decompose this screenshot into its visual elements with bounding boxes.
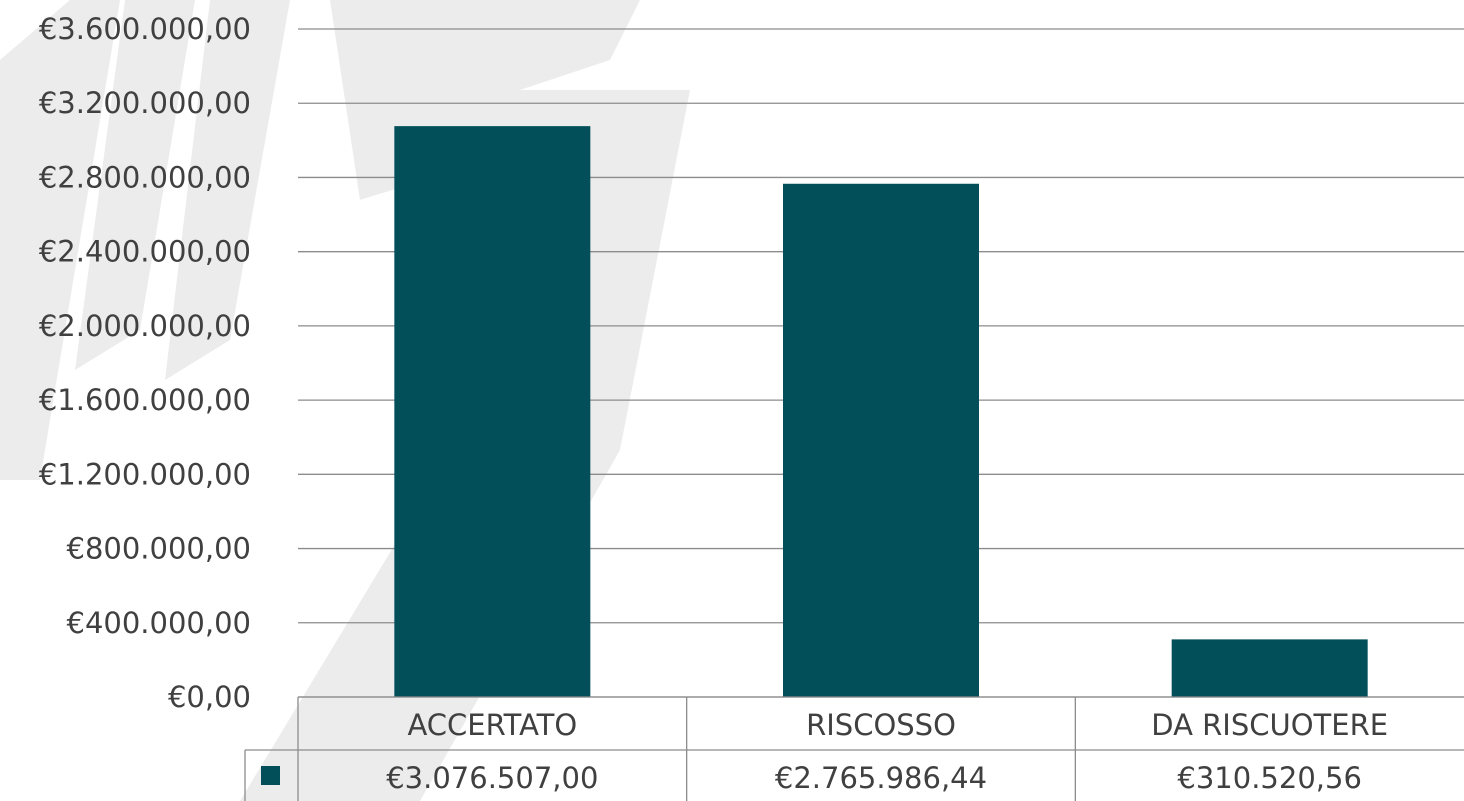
y-tick-label: €2.000.000,00 (39, 309, 251, 343)
y-tick-label: €0,00 (168, 680, 251, 714)
data-label: €3.076.507,00 (386, 761, 598, 795)
category-label: ACCERTATO (407, 708, 577, 742)
legend-key-square (261, 766, 280, 785)
y-tick-label: €800.000,00 (67, 532, 252, 566)
data-table: ACCERTATO €3.076.507,00 RISCOSSO €2.765.986… (244, 696, 1464, 801)
data-label: €2.765.986,44 (775, 761, 987, 795)
y-tick-label: €400.000,00 (67, 606, 252, 640)
category-label: DA RISCUOTERE (1151, 708, 1388, 742)
y-tick-label: €3.200.000,00 (39, 86, 251, 120)
bar (394, 126, 591, 698)
watermark-shape (0, 0, 120, 480)
y-tick-label: €3.600.000,00 (39, 12, 251, 46)
category-label: RISCOSSO (806, 708, 956, 742)
bar (1171, 639, 1368, 697)
y-tick-label: €1.200.000,00 (39, 457, 251, 491)
y-tick-label: €2.800.000,00 (39, 160, 251, 194)
watermark-shape (165, 0, 290, 380)
bars (394, 126, 1368, 698)
y-tick-label: €2.400.000,00 (39, 235, 251, 269)
y-tick-label: €1.600.000,00 (39, 383, 251, 417)
watermark-shape (75, 0, 195, 370)
bar (783, 183, 979, 697)
y-axis-tick-labels: €0,00 €400.000,00 €800.000,00 €1.200.000,00… (39, 12, 251, 714)
data-label: €310.520,56 (1177, 761, 1362, 795)
